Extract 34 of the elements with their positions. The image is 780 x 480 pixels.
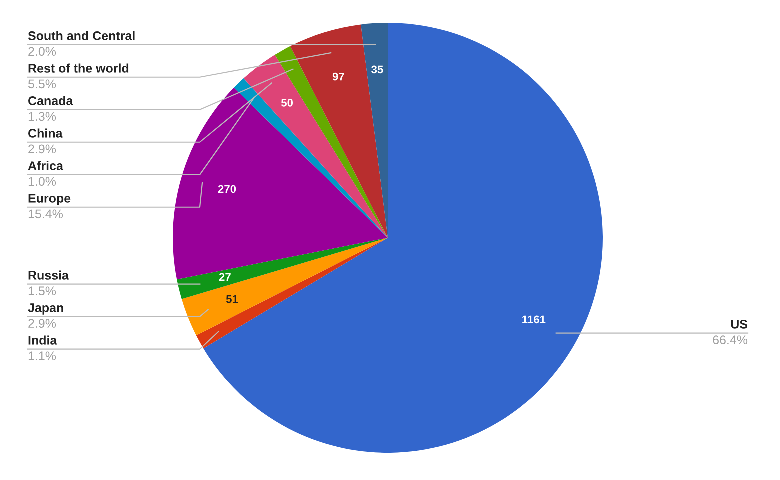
data-label: 5.5% bbox=[28, 80, 56, 89]
text: 27 bbox=[219, 273, 231, 282]
text: 97 bbox=[332, 72, 344, 81]
slice-label: Japan bbox=[28, 304, 64, 315]
data-label: 1.1% bbox=[28, 352, 56, 360]
data-label: 2.9% bbox=[28, 319, 56, 328]
text: 51 bbox=[226, 295, 238, 304]
text: 270 bbox=[218, 185, 236, 194]
pie-slice bbox=[173, 88, 388, 280]
pie-slice bbox=[244, 55, 388, 238]
text: 35 bbox=[372, 66, 384, 74]
slice-label: Russia bbox=[28, 270, 70, 280]
pie-slice bbox=[182, 238, 388, 336]
pie-slice bbox=[361, 23, 388, 238]
slice-label: China bbox=[28, 128, 63, 138]
pie-slice bbox=[196, 238, 388, 349]
slice-label: Europe bbox=[28, 194, 71, 206]
data-label: 66.4% bbox=[713, 336, 748, 345]
text: 1161 bbox=[522, 316, 546, 324]
data-label: 2.9% bbox=[28, 144, 56, 154]
pie-slice bbox=[275, 46, 388, 238]
data-label: 1.3% bbox=[28, 112, 56, 122]
text: 50 bbox=[281, 99, 294, 107]
slice-label: South and Central bbox=[28, 31, 135, 40]
slice-label: Canada bbox=[28, 96, 74, 106]
data-label: 1.5% bbox=[28, 286, 56, 296]
data-label: 1.0% bbox=[28, 177, 56, 186]
pie-slice bbox=[204, 23, 603, 453]
data-label: 2.0% bbox=[28, 47, 56, 56]
slice-label: US bbox=[731, 320, 748, 329]
slice-label: India bbox=[28, 336, 58, 345]
slice-label: Africa bbox=[28, 161, 64, 170]
slice-label: Rest of the world bbox=[28, 64, 129, 73]
data-label: 15.4% bbox=[28, 210, 63, 219]
